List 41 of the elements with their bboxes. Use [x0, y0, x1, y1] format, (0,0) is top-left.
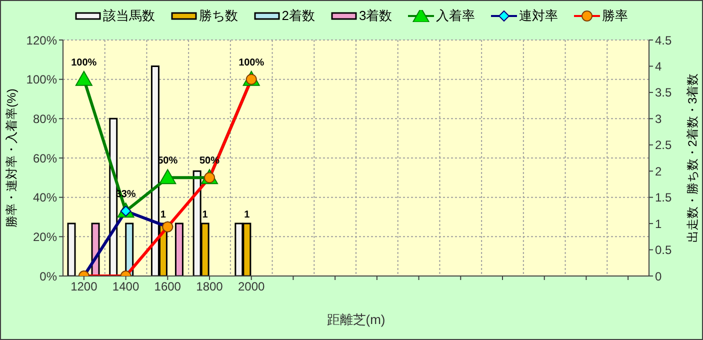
y-tick-label: 80% [32, 112, 58, 126]
legend-label: 3着数 [359, 7, 392, 25]
y2-axis-title: 出走数・勝ち数・2着数・3着数 [685, 73, 700, 243]
y2-tick-label: 0.5 [655, 243, 672, 258]
legend-label: 連対率 [519, 7, 558, 25]
data-label: 100% [71, 57, 97, 68]
data-label: 1 [160, 210, 166, 221]
bar [174, 222, 184, 276]
y-tick-label: 20% [32, 230, 58, 244]
y-tick-label: 100% [26, 72, 58, 87]
y-tick-label: 0% [40, 269, 58, 284]
legend-label: 入着率 [436, 7, 476, 25]
y2-tick-label: 1 [655, 216, 662, 231]
data-label: 100% [238, 57, 264, 68]
point [159, 169, 176, 184]
bar [67, 222, 76, 276]
data-label: 1 [202, 210, 208, 221]
x-tick-label: 2000 [238, 280, 266, 294]
x-tick-label: 1800 [196, 280, 224, 294]
legend-label: 勝ち数 [198, 7, 238, 25]
y-axis-title: 勝率・連対率・入着率(%) [4, 88, 18, 228]
x-axis-title: 距離芝(m) [326, 312, 386, 327]
legend-label: 該当馬数 [102, 7, 155, 25]
x-tick-label: 1600 [154, 280, 182, 294]
y2-tick-label: 3 [655, 112, 662, 126]
y2-tick-label: 4 [655, 59, 662, 74]
data-label: 1 [244, 210, 250, 221]
y2-tick-label: 1.5 [655, 190, 672, 205]
y2-tick-label: 0 [655, 269, 662, 284]
x-tick-label: 1400 [112, 280, 140, 294]
y2-tick-label: 3.5 [655, 86, 672, 100]
point [75, 70, 92, 86]
legend-label: 勝率 [602, 7, 628, 25]
y-tick-label: 40% [32, 190, 58, 205]
y2-tick-label: 2.5 [655, 138, 672, 152]
legend-label: 2着数 [282, 7, 315, 25]
y2-tick-label: 2 [655, 164, 662, 178]
y-tick-label: 60% [32, 151, 58, 166]
x-tick-label: 1200 [70, 280, 98, 294]
y2-tick-label: 4.5 [655, 33, 672, 48]
y-tick-label: 120% [26, 33, 58, 48]
